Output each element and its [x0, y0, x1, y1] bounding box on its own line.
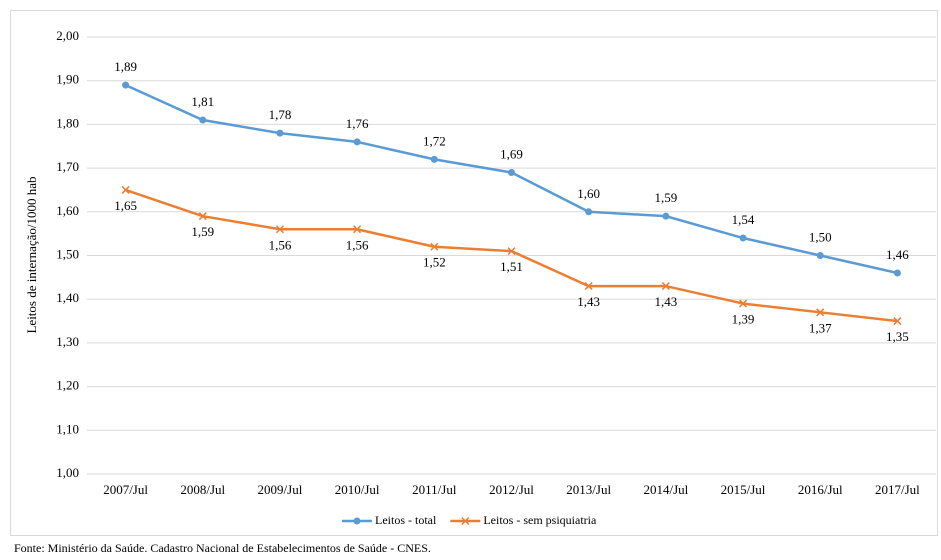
data-label: 1,39 — [732, 312, 755, 327]
data-label: 1,50 — [809, 229, 832, 244]
data-point — [198, 212, 207, 221]
data-label: 1,46 — [886, 247, 909, 262]
data-label: 1,89 — [114, 59, 137, 74]
data-label: 1,81 — [191, 94, 214, 109]
data-label: 1,35 — [886, 329, 909, 344]
x-tick-label: 2016/Jul — [798, 482, 843, 497]
data-label: 1,78 — [269, 107, 292, 122]
data-label: 1,69 — [500, 146, 523, 161]
x-tick-label: 2011/Jul — [412, 482, 457, 497]
data-label: 1,56 — [269, 237, 292, 252]
data-point — [199, 116, 207, 124]
data-point — [430, 155, 438, 163]
data-label: 1,52 — [423, 255, 446, 270]
x-tick-label: 2015/Jul — [721, 482, 766, 497]
y-tick-label: 1,70 — [56, 159, 79, 174]
data-label: 1,43 — [577, 294, 600, 309]
legend-label: Leitos - sem psiquiatria — [483, 513, 597, 527]
x-tick-label: 2012/Jul — [489, 482, 534, 497]
data-point — [430, 242, 439, 251]
data-point — [816, 252, 824, 259]
data-point — [585, 208, 593, 216]
data-point — [353, 225, 362, 234]
data-label: 1,59 — [654, 190, 677, 205]
x-tick-label: 2007/Jul — [103, 482, 148, 497]
data-point — [584, 282, 593, 291]
y-tick-label: 1,40 — [56, 290, 79, 305]
y-tick-label: 1,80 — [56, 115, 79, 130]
source-note: Fonte: Ministério da Saúde. Cadastro Nac… — [14, 541, 431, 555]
x-tick-label: 2014/Jul — [643, 482, 688, 497]
data-label: 1,54 — [732, 212, 755, 227]
legend-label: Leitos - total — [375, 513, 437, 527]
data-point — [739, 299, 748, 308]
data-label: 1,59 — [191, 224, 214, 239]
x-tick-label: 2010/Jul — [335, 482, 380, 497]
y-tick-label: 1,60 — [56, 203, 79, 218]
x-tick-label: 2008/Jul — [180, 482, 225, 497]
data-label: 1,60 — [577, 186, 600, 201]
data-label: 1,72 — [423, 133, 446, 148]
data-point — [662, 212, 670, 220]
data-label: 1,65 — [114, 198, 137, 213]
data-point — [507, 247, 516, 256]
data-label: 1,51 — [500, 259, 523, 274]
data-point — [276, 129, 284, 137]
data-point — [353, 138, 361, 146]
legend-marker — [353, 517, 361, 525]
data-point — [893, 317, 902, 326]
y-tick-label: 1,20 — [56, 378, 79, 393]
y-tick-label: 1,30 — [56, 334, 79, 349]
data-point — [739, 234, 747, 242]
data-point — [508, 168, 515, 176]
data-point — [661, 282, 670, 291]
data-point — [816, 308, 825, 317]
data-label: 1,37 — [809, 320, 832, 335]
y-tick-label: 1,50 — [56, 246, 79, 261]
data-point — [122, 81, 130, 89]
y-axis-label: Leitos de internação/1000 hab — [24, 176, 39, 333]
y-tick-label: 1,10 — [56, 421, 79, 436]
data-label: 1,76 — [346, 116, 369, 131]
data-point — [121, 185, 130, 194]
data-label: 1,43 — [654, 294, 677, 309]
data-label: 1,56 — [346, 237, 369, 252]
data-point — [893, 269, 901, 277]
y-tick-label: 2,00 — [56, 28, 79, 43]
chart-frame — [10, 10, 938, 536]
data-point — [275, 225, 284, 234]
legend-marker — [461, 516, 470, 526]
y-tick-label: 1,00 — [56, 465, 79, 480]
x-tick-label: 2017/Jul — [875, 482, 920, 497]
y-tick-label: 1,90 — [56, 72, 79, 87]
x-tick-label: 2009/Jul — [258, 482, 303, 497]
x-tick-label: 2013/Jul — [566, 482, 611, 497]
